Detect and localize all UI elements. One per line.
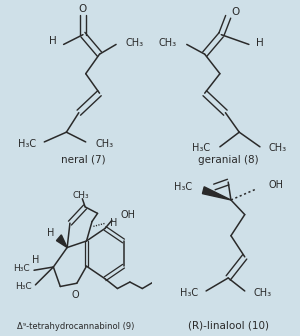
Text: CH₃: CH₃ [268,143,286,154]
Text: H: H [256,38,263,48]
Text: H: H [49,36,57,46]
Text: H₃C: H₃C [180,288,198,298]
Text: CH₃: CH₃ [253,288,271,298]
Text: O: O [231,7,239,17]
Text: O: O [72,290,79,300]
Text: H: H [47,228,55,238]
Text: neral (7): neral (7) [61,155,105,165]
Text: H: H [32,255,40,265]
Text: CH₃: CH₃ [159,38,177,48]
Text: OH: OH [268,180,283,190]
Text: (R)-linalool (10): (R)-linalool (10) [188,320,269,330]
Text: H: H [110,218,117,228]
Text: OH: OH [120,210,135,220]
Text: CH₃: CH₃ [73,191,89,200]
Text: O: O [79,4,87,14]
Text: H₃C: H₃C [13,264,30,273]
Text: CH₃: CH₃ [126,38,144,48]
Polygon shape [202,187,231,200]
Text: H₃C: H₃C [192,143,210,154]
Text: geranial (8): geranial (8) [198,155,259,165]
Text: H₃C: H₃C [174,182,192,192]
Text: Δ⁹-tetrahydrocannabinol (9): Δ⁹-tetrahydrocannabinol (9) [17,322,135,331]
Text: H₃C: H₃C [18,138,36,149]
Polygon shape [56,235,67,248]
Text: CH₃: CH₃ [95,138,113,149]
Text: H₃C: H₃C [15,282,31,291]
